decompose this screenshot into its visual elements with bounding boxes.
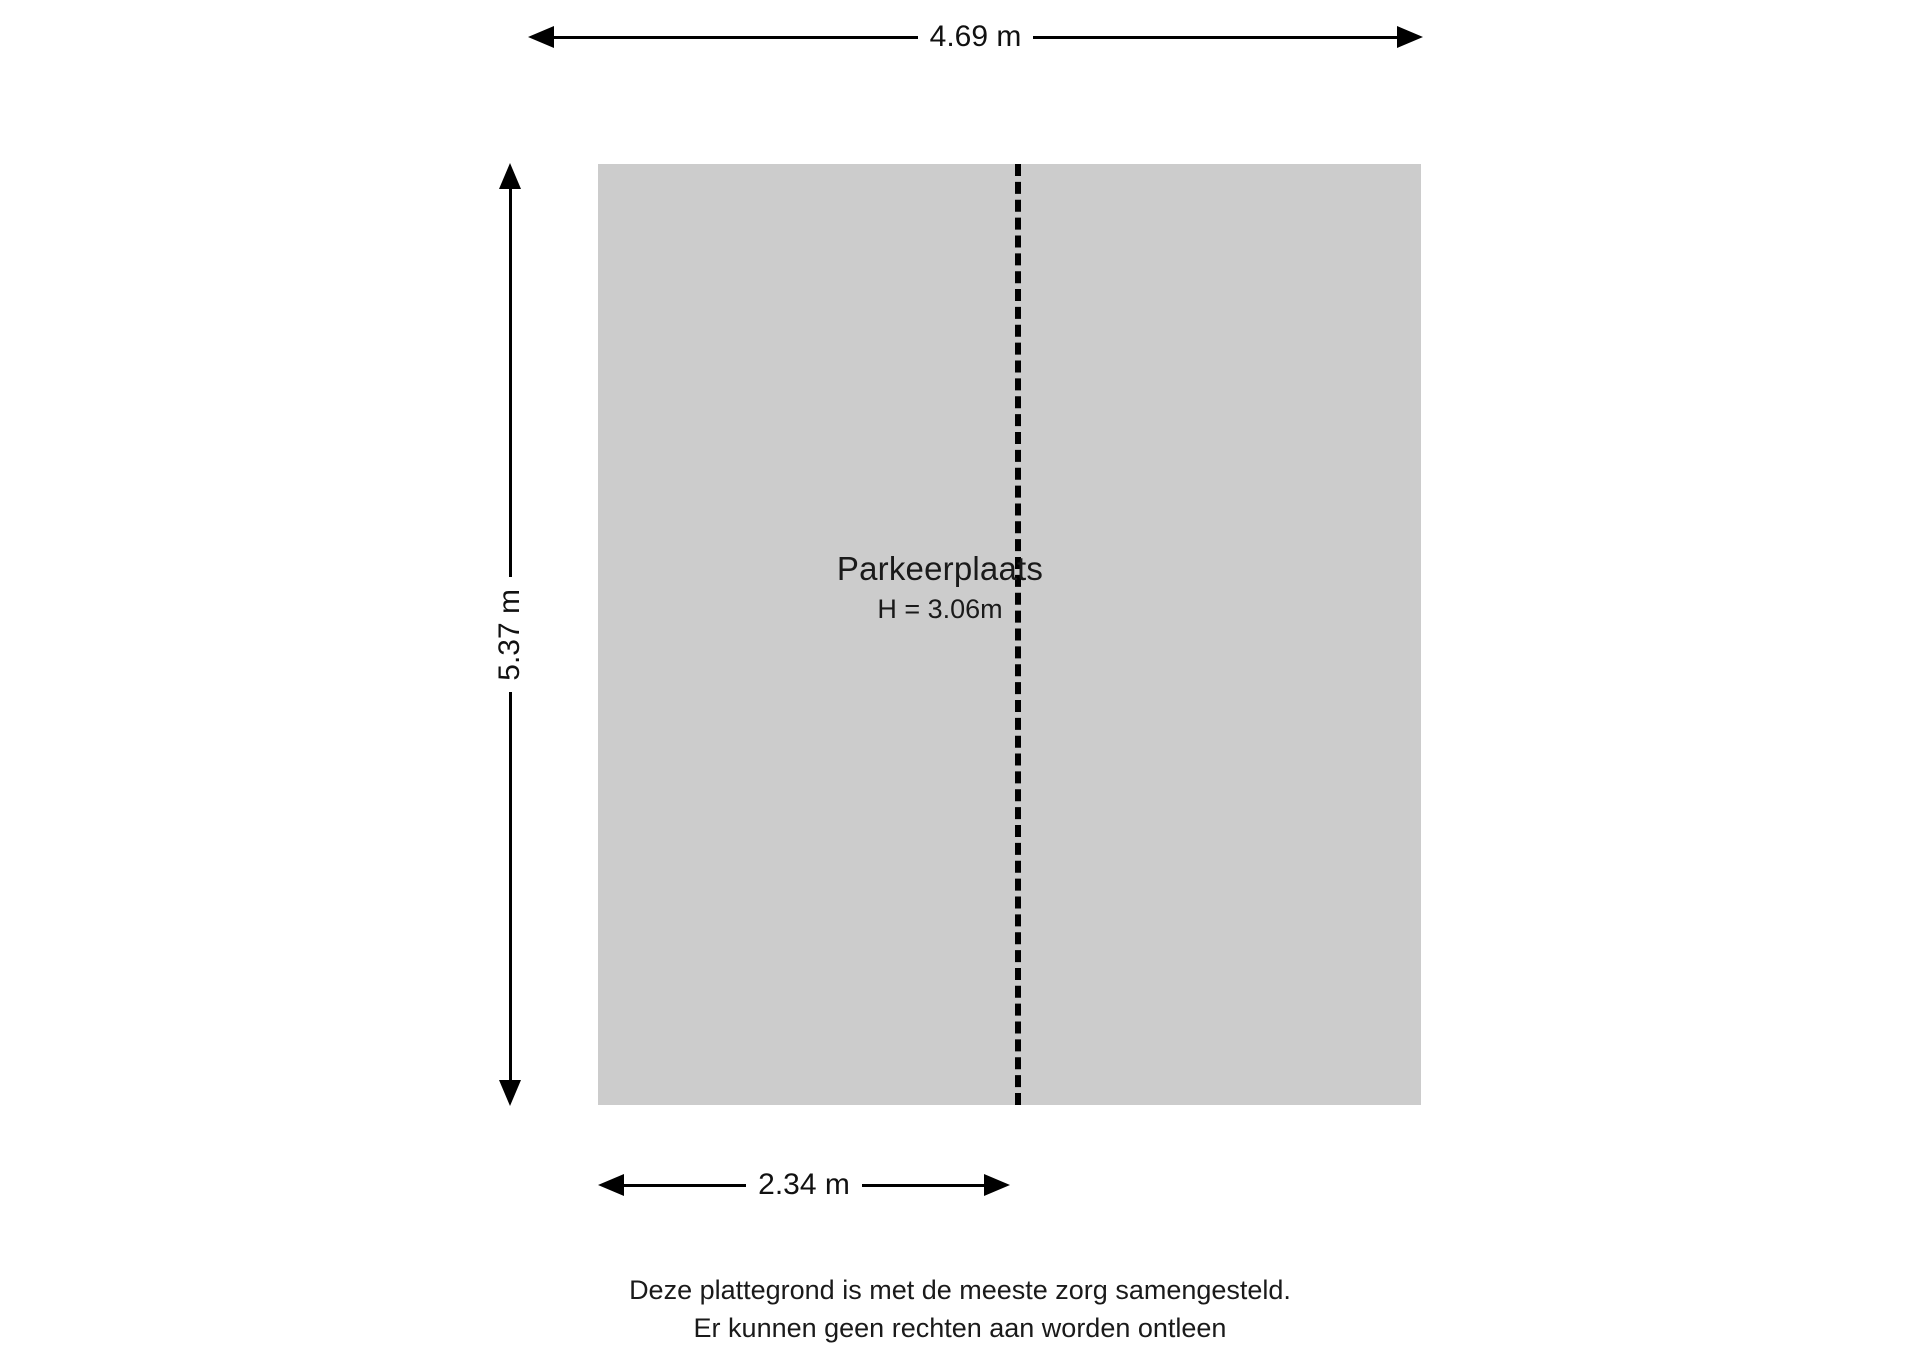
- room-parkeerplaats-shape: [598, 164, 1421, 1105]
- dimension-rule: [554, 35, 918, 39]
- room-height-label: H = 3.06m: [877, 594, 1003, 624]
- arrow-left-icon: [598, 1174, 624, 1196]
- dimension-top-value: 4.69 m: [929, 20, 1022, 53]
- room-name-label: Parkeerplaats: [836, 550, 1044, 587]
- dimension-left-height: 5.37 m: [493, 163, 526, 1106]
- dimension-rule: [1033, 35, 1397, 39]
- dimension-rule: [508, 189, 512, 577]
- room-label-group: Parkeerplaats H = 3.06m: [760, 552, 1120, 623]
- disclaimer-line-1: Deze plattegrond is met de meeste zorg s…: [629, 1275, 1291, 1305]
- dimension-top-width: 4.69 m: [528, 20, 1423, 53]
- disclaimer-text: Deze plattegrond is met de meeste zorg s…: [0, 1277, 1920, 1342]
- dimension-rule: [861, 1183, 984, 1187]
- dimension-left-value: 5.37 m: [493, 588, 526, 681]
- disclaimer-line-2: Er kunnen geen rechten aan worden ontlee…: [693, 1313, 1227, 1343]
- arrow-down-icon: [499, 1080, 521, 1106]
- arrow-left-icon: [528, 26, 554, 48]
- arrow-up-icon: [499, 163, 521, 189]
- arrow-right-icon: [1397, 26, 1423, 48]
- dimension-rule: [624, 1183, 747, 1187]
- dimension-bottom-width: 2.34 m: [598, 1168, 1010, 1201]
- room-divider-dashed-line: [1015, 164, 1021, 1105]
- dimension-rule: [508, 692, 512, 1080]
- arrow-right-icon: [984, 1174, 1010, 1196]
- dimension-bottom-value: 2.34 m: [758, 1168, 850, 1201]
